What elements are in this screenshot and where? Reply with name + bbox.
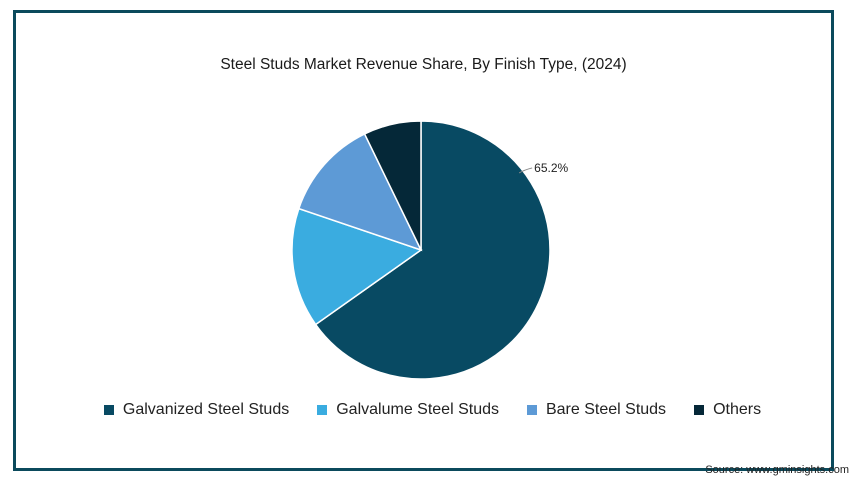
legend-swatch <box>694 405 705 415</box>
chart-legend: Galvanized Steel Studs Galvalume Steel S… <box>0 401 865 419</box>
pie-slices <box>291 120 551 380</box>
legend-swatch <box>103 405 114 415</box>
legend-swatch <box>526 405 537 415</box>
source-note: Source: www.gminsights.com <box>705 464 849 476</box>
pie-slice-galvalume-steel-studs <box>291 207 423 326</box>
legend-swatch <box>317 405 328 415</box>
legend-label: Galvanized Steel Studs <box>122 401 290 418</box>
legend-item-galvalume: Galvalume Steel Studs <box>317 401 499 419</box>
legend-item-galvanized: Galvanized Steel Studs <box>103 401 290 419</box>
legend-label: Galvalume Steel Studs <box>336 401 499 418</box>
chart-title: Steel Studs Market Revenue Share, By Fin… <box>220 56 627 73</box>
data-label: 65.2% <box>534 161 568 175</box>
legend-item-others: Others <box>694 401 761 419</box>
pie-slice-galvanized-steel-studs <box>314 120 551 380</box>
pie-slice-bare-steel-studs <box>297 132 423 252</box>
pie-data-labels: 65.2% <box>518 161 569 175</box>
legend-item-bare: Bare Steel Studs <box>526 401 667 419</box>
pie-slice-others <box>363 120 422 251</box>
legend-label: Bare Steel Studs <box>545 401 667 418</box>
data-label-leader <box>518 167 533 174</box>
legend-label: Others <box>713 401 762 418</box>
